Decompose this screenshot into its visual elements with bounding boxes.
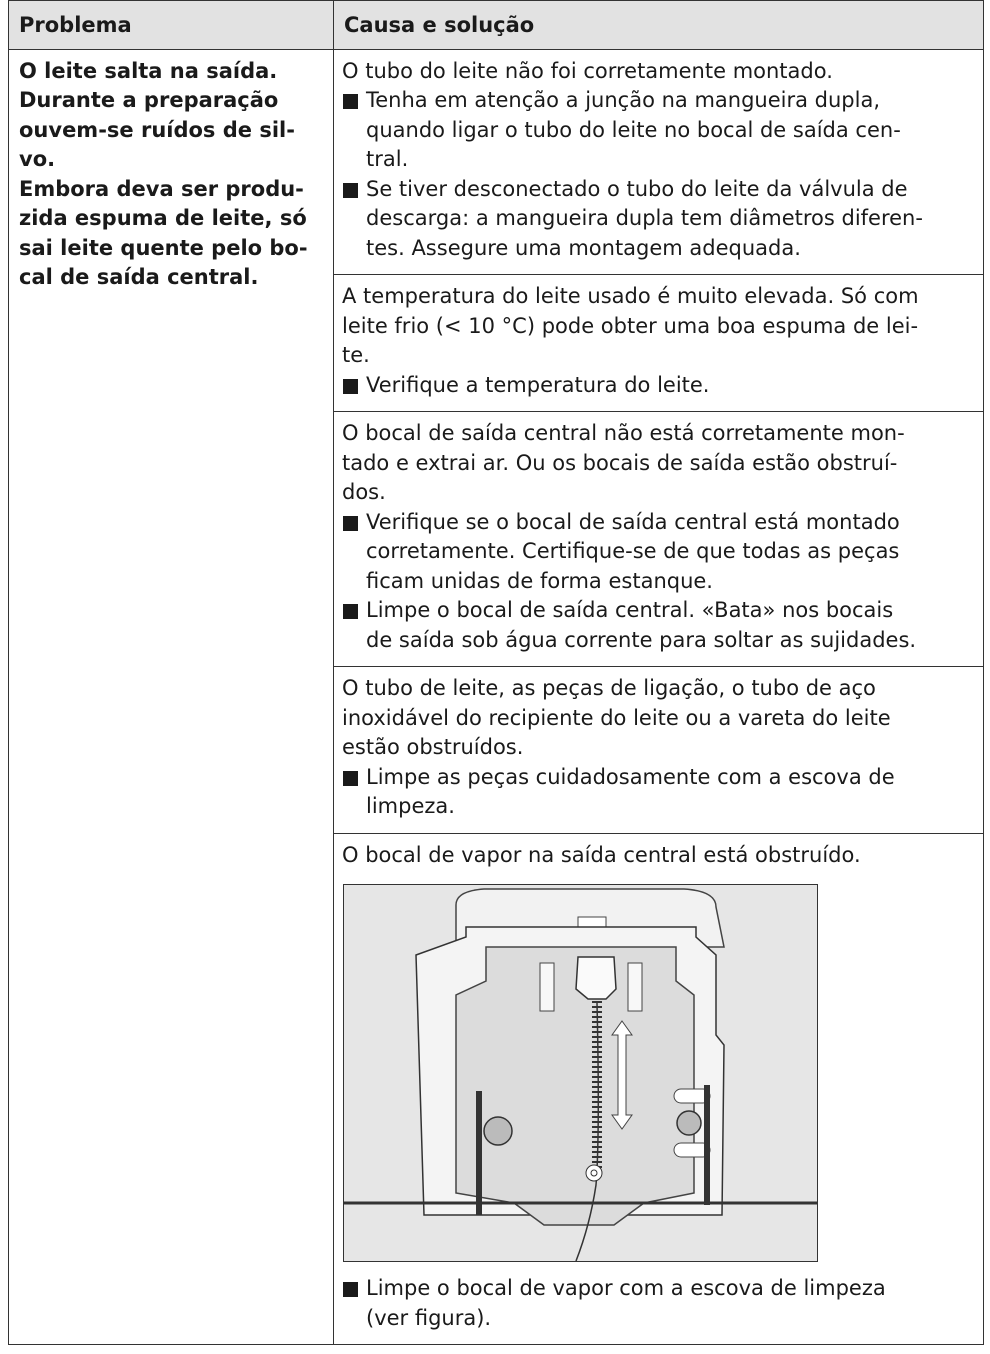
troubleshooting-table: Problema Causa e solução O leite salta n…	[8, 0, 984, 1345]
problem-line: O leite salta na saída.	[19, 58, 278, 83]
problem-line: cal de saída central.	[19, 265, 259, 289]
bullet-line: quando ligar o tubo do leite no bocal de…	[366, 117, 901, 142]
table-row: O leite salta na saída. Durante a prepara…	[8, 48, 984, 1345]
bullet-item: Limpe o bocal de vapor com a escova de l…	[342, 1274, 975, 1333]
bullet-line: limpeza.	[366, 794, 455, 818]
cause-cell: O bocal de vapor na saída central está o…	[333, 832, 984, 1345]
cause-line: O tubo do leite não foi corretamente mon…	[342, 58, 833, 83]
cause-cell: O tubo do leite não foi corretamente mon…	[333, 48, 984, 275]
header-cell: Causa e solução	[333, 0, 984, 50]
bullet-item: Limpe as peças cuidadosamente com a esco…	[342, 763, 975, 822]
figure	[343, 884, 818, 1262]
problem-line: sai leite quente pelo bo-	[19, 235, 308, 260]
bullet-line: tral.	[366, 147, 409, 171]
bullet-item: Verifique a temperatura do leite.	[342, 371, 975, 401]
problem-line: zida espuma de leite, só	[19, 206, 307, 230]
bullet-item: Se tiver desconectado o tubo do leite da…	[342, 175, 975, 264]
cause-line: tado e extrai ar. Ou os bocais de saída …	[342, 450, 898, 475]
problem-cell: O leite salta na saída. Durante a prepara…	[8, 48, 334, 1345]
bullet-item: Limpe o bocal de saída central. «Bata» n…	[342, 596, 975, 655]
cause-line: O bocal de saída central não está corret…	[342, 421, 905, 445]
table-row: O bocal de vapor na saída central está o…	[9, 832, 984, 1345]
bullet-line: Tenha em atenção a junção na mangueira d…	[366, 88, 881, 112]
cause-cell: O tubo de leite, as peças de ligação, o …	[333, 666, 984, 834]
cause-line: dos.	[342, 480, 386, 504]
header-cell: Problema	[8, 0, 334, 50]
table-row: O bocal de saída central não está corret…	[9, 411, 984, 667]
cause-line: O bocal de vapor na saída central está o…	[342, 842, 861, 867]
bullet-line: (ver figura).	[366, 1305, 492, 1330]
cause-line: A temperatura do leite usado é muito ele…	[342, 284, 919, 308]
bullet-line: tes. Assegure uma montagem adequada.	[366, 235, 801, 260]
bullet-item: Verifique se o bocal de saída central es…	[342, 508, 975, 597]
bullet-line: corretamente. Certifique-se de que todas…	[366, 539, 900, 563]
problem-line: ouvem-se ruídos de sil-	[19, 117, 295, 142]
bullet-line: Limpe o bocal de vapor com a escova de l…	[366, 1276, 886, 1300]
problem-line: vo.	[19, 147, 56, 171]
bullet-line: Verifique a temperatura do leite.	[366, 372, 710, 397]
cause-line: inoxidável do recipiente do leite ou a v…	[342, 705, 891, 730]
bullet-line: descarga: a mangueira dupla tem diâmetro…	[366, 206, 923, 230]
table-row: A temperatura do leite usado é muito ele…	[9, 274, 984, 412]
cause-line: te.	[342, 343, 370, 367]
problem-line: Durante a preparação	[19, 88, 279, 112]
bullet-line: Limpe as peças cuidadosamente com a esco…	[366, 764, 895, 789]
bullet-line: Verifique se o bocal de saída central es…	[366, 509, 900, 534]
bullet-item: Tenha em atenção a junção na mangueira d…	[342, 86, 975, 175]
problem-line: Embora deva ser produ-	[19, 176, 304, 201]
bullet-line: Se tiver desconectado o tubo do leite da…	[366, 176, 908, 201]
cause-line: leite frio (< 10 °C) pode obter uma boa …	[342, 313, 919, 338]
cause-line: estão obstruídos.	[342, 735, 524, 759]
cause-cell: O bocal de saída central não está corret…	[333, 411, 984, 667]
bullet-line: Limpe o bocal de saída central. «Bata» n…	[366, 598, 894, 622]
cause-line: O tubo de leite, as peças de ligação, o …	[342, 676, 876, 700]
bullet-line: de saída sob água corrente para soltar a…	[366, 627, 917, 652]
bullet-line: ficam unidas de forma estanque.	[366, 568, 713, 593]
cause-cell: A temperatura do leite usado é muito ele…	[333, 274, 984, 412]
table-body: O leite salta na saída. Durante a prepara…	[8, 48, 984, 1345]
header-row: Problema Causa e solução	[8, 0, 984, 50]
